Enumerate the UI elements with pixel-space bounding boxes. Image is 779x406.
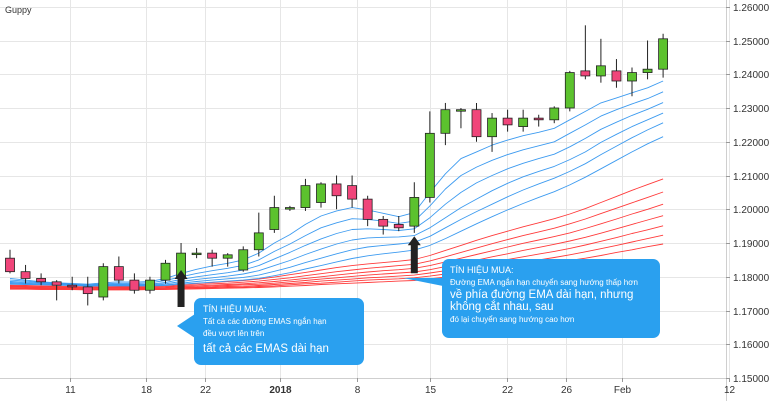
candle-body [347, 185, 358, 200]
callout-1-line-3: tất cả các EMAS dài hạn [203, 343, 329, 355]
x-tick-label: 22 [502, 385, 514, 396]
x-tick-label: 18 [141, 385, 153, 396]
candle-body [51, 281, 62, 286]
candle-body [378, 218, 389, 227]
candle-body [129, 279, 140, 291]
candle-body [20, 271, 31, 279]
x-tick-label: 26 [561, 385, 573, 396]
buy-arrow-icon [174, 270, 188, 307]
callout-buy-signal-2: TÍN HIỆU MUA: Đường EMA ngắn hạn chuyển … [442, 259, 660, 338]
candle-body [113, 266, 124, 281]
candle-body [611, 70, 622, 82]
y-axis: 1.15000 1.16000 1.17000 1.18000 1.19000 1.200… [726, 3, 770, 385]
candle-body [596, 65, 606, 77]
ema-short-line [9, 112, 664, 286]
candle-body [440, 109, 451, 134]
y-tick-label: 1.25000 [733, 37, 770, 48]
y-tick-label: 1.18000 [733, 273, 770, 284]
ema-long-group [9, 178, 664, 291]
callout-1-line-2: đều vượt lên trên [203, 329, 265, 338]
y-tick-label: 1.20000 [733, 205, 770, 216]
candle-body [253, 232, 264, 251]
callout-1-line-1: Tất cả các đường EMAS ngắn hạn [203, 317, 327, 326]
callout-buy-signal-1: TÍN HIỆU MUA: Tất cả các đường EMAS ngắn… [194, 298, 364, 365]
candle-body [393, 224, 404, 229]
y-tick-label: 1.17000 [733, 307, 770, 318]
candle-body [5, 257, 15, 273]
candle-body [82, 286, 93, 295]
x-axis: 11 18 22 2018 8 15 22 26 Feb 12 [65, 378, 735, 396]
candle-body [564, 72, 575, 109]
y-tick-label: 1.23000 [733, 104, 770, 115]
callout-1-title: TÍN HIỆU MUA: [203, 304, 267, 314]
ema-long-line [10, 234, 664, 290]
candle-body [331, 183, 342, 197]
callout-2-line-3: không cắt nhau, sau [450, 301, 554, 313]
y-tick-label: 1.16000 [733, 340, 770, 351]
y-tick-label: 1.24000 [733, 70, 770, 81]
ema-short-line [9, 136, 664, 287]
x-tick-label: 15 [425, 385, 437, 396]
candle-body [658, 38, 668, 70]
candle-body [222, 254, 233, 259]
candle-body [191, 252, 202, 256]
ema-long-line [9, 191, 664, 288]
candle-body [36, 278, 46, 283]
buy-arrow-icon [407, 236, 421, 274]
x-tick-label: Feb [614, 385, 632, 396]
candle-body [207, 252, 218, 259]
candle-body [238, 249, 249, 271]
callout-2-line-2: về phía đường EMA dài hạn, nhưng [450, 289, 634, 301]
callout-1-pointer [177, 314, 195, 338]
candle-body [67, 284, 78, 288]
ema-long-line [9, 203, 664, 289]
candle-body [549, 107, 560, 121]
ema-short-line [9, 102, 664, 286]
x-tick-label: 12 [724, 385, 736, 396]
candle-body [145, 279, 155, 291]
x-tick-label: 8 [355, 385, 361, 396]
candle-body [487, 117, 497, 138]
x-tick-label: 11 [65, 385, 76, 396]
y-tick-label: 1.21000 [733, 172, 770, 183]
candle-body [160, 262, 171, 281]
candle-body [269, 207, 280, 230]
candle-body [284, 207, 295, 210]
candle-body [502, 117, 513, 126]
x-tick-label: 22 [200, 385, 212, 396]
signal-arrows [174, 236, 421, 307]
x-tick-label: 2018 [269, 385, 292, 396]
y-tick-label: 1.19000 [733, 239, 770, 250]
candle-body [642, 68, 653, 73]
candle-body [316, 183, 326, 203]
candle-body [627, 72, 637, 82]
candle-body [580, 70, 591, 77]
candle-body [409, 197, 420, 227]
candle-body [98, 266, 109, 298]
candle-body [533, 117, 544, 121]
candle-body [424, 132, 435, 198]
y-tick-label: 1.22000 [733, 138, 770, 149]
chart-title: Guppy [5, 5, 32, 15]
candles [5, 25, 668, 306]
callout-2-pointer [403, 278, 443, 286]
y-tick-label: 1.26000 [733, 3, 770, 14]
candle-body [518, 117, 529, 127]
callout-2-line-1: Đường EMA ngắn hạn chuyển sang hướng thấ… [450, 278, 638, 287]
candle-body [362, 198, 373, 220]
callout-2-title: TÍN HIỆU MUA: [450, 265, 514, 275]
candle-body [471, 109, 482, 138]
ema-long-line [9, 178, 664, 288]
candle-body [456, 109, 466, 112]
candle-body [300, 185, 311, 208]
callout-2-line-4: đó lại chuyển sang hướng cao hơn [450, 315, 575, 324]
y-tick-label: 1.15000 [733, 374, 770, 385]
